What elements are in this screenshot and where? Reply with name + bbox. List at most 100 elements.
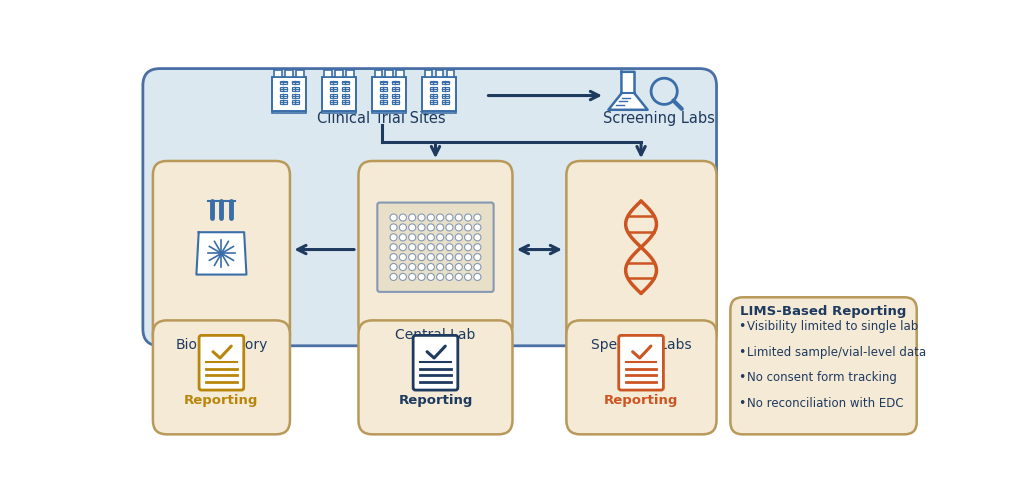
- Circle shape: [437, 274, 444, 281]
- Text: LIMS-
Based
Reporting: LIMS- Based Reporting: [604, 358, 678, 407]
- Circle shape: [427, 264, 435, 271]
- Text: Biorepository: Biorepository: [175, 338, 268, 352]
- Polygon shape: [609, 72, 648, 110]
- Circle shape: [418, 243, 425, 251]
- FancyBboxPatch shape: [322, 77, 356, 111]
- FancyBboxPatch shape: [422, 111, 456, 113]
- Circle shape: [400, 214, 407, 221]
- FancyBboxPatch shape: [330, 100, 337, 104]
- Circle shape: [418, 264, 425, 271]
- FancyBboxPatch shape: [430, 100, 437, 104]
- FancyBboxPatch shape: [297, 70, 304, 77]
- Circle shape: [437, 224, 444, 231]
- Circle shape: [409, 274, 416, 281]
- FancyBboxPatch shape: [422, 77, 456, 111]
- FancyBboxPatch shape: [442, 94, 449, 98]
- Text: Clinical Trial Sites: Clinical Trial Sites: [317, 111, 446, 126]
- Circle shape: [427, 234, 435, 241]
- Circle shape: [437, 264, 444, 271]
- Circle shape: [465, 243, 472, 251]
- FancyBboxPatch shape: [413, 335, 457, 390]
- Circle shape: [455, 264, 462, 271]
- FancyBboxPatch shape: [442, 87, 449, 91]
- Text: No reconciliation with EDC: No reconciliation with EDC: [748, 397, 904, 410]
- FancyBboxPatch shape: [436, 70, 443, 77]
- Circle shape: [418, 234, 425, 241]
- Text: •: •: [739, 397, 746, 410]
- FancyBboxPatch shape: [272, 111, 306, 113]
- FancyBboxPatch shape: [730, 297, 917, 434]
- FancyBboxPatch shape: [566, 161, 717, 350]
- Text: LIMS-
Based
Reporting: LIMS- Based Reporting: [399, 358, 473, 407]
- Text: Screening Labs: Screening Labs: [603, 111, 715, 126]
- FancyBboxPatch shape: [291, 81, 299, 85]
- FancyBboxPatch shape: [430, 81, 437, 85]
- FancyBboxPatch shape: [342, 94, 349, 98]
- FancyBboxPatch shape: [285, 70, 293, 77]
- Circle shape: [409, 254, 416, 261]
- Circle shape: [400, 254, 407, 261]
- Circle shape: [427, 224, 435, 231]
- FancyBboxPatch shape: [280, 100, 286, 104]
- Circle shape: [427, 243, 435, 251]
- Circle shape: [446, 274, 453, 281]
- Text: Central Lab: Central Lab: [396, 328, 476, 342]
- FancyBboxPatch shape: [619, 335, 663, 390]
- FancyBboxPatch shape: [375, 70, 382, 77]
- Circle shape: [427, 254, 435, 261]
- FancyBboxPatch shape: [291, 100, 299, 104]
- FancyBboxPatch shape: [380, 87, 387, 91]
- Circle shape: [409, 264, 416, 271]
- Text: •: •: [739, 346, 746, 359]
- Circle shape: [400, 243, 407, 251]
- Circle shape: [474, 234, 481, 241]
- FancyBboxPatch shape: [346, 70, 354, 77]
- FancyBboxPatch shape: [274, 70, 282, 77]
- Circle shape: [390, 243, 398, 251]
- FancyBboxPatch shape: [342, 81, 349, 85]
- FancyBboxPatch shape: [336, 70, 343, 77]
- FancyBboxPatch shape: [291, 87, 299, 91]
- Circle shape: [390, 264, 398, 271]
- FancyBboxPatch shape: [397, 70, 404, 77]
- FancyBboxPatch shape: [430, 94, 437, 98]
- Circle shape: [418, 254, 425, 261]
- Text: Specialty Labs: Specialty Labs: [591, 338, 691, 352]
- FancyBboxPatch shape: [330, 94, 337, 98]
- FancyBboxPatch shape: [199, 335, 244, 390]
- Text: LIMS-
Based
Reporting: LIMS- Based Reporting: [184, 358, 259, 407]
- FancyBboxPatch shape: [330, 87, 337, 91]
- FancyBboxPatch shape: [391, 87, 399, 91]
- Circle shape: [446, 254, 453, 261]
- FancyBboxPatch shape: [152, 161, 289, 350]
- FancyBboxPatch shape: [380, 94, 387, 98]
- Circle shape: [437, 234, 444, 241]
- Text: •: •: [739, 371, 746, 384]
- FancyBboxPatch shape: [391, 81, 399, 85]
- FancyBboxPatch shape: [380, 81, 387, 85]
- Circle shape: [409, 234, 416, 241]
- Circle shape: [437, 214, 444, 221]
- FancyBboxPatch shape: [385, 70, 393, 77]
- Circle shape: [390, 254, 398, 261]
- Text: No consent form tracking: No consent form tracking: [748, 371, 897, 384]
- FancyBboxPatch shape: [143, 69, 717, 346]
- Circle shape: [427, 214, 435, 221]
- FancyBboxPatch shape: [447, 70, 454, 77]
- Circle shape: [474, 254, 481, 261]
- FancyBboxPatch shape: [280, 87, 286, 91]
- Circle shape: [465, 214, 472, 221]
- Circle shape: [446, 214, 453, 221]
- Circle shape: [427, 274, 435, 281]
- Circle shape: [437, 243, 444, 251]
- FancyBboxPatch shape: [377, 202, 493, 292]
- FancyBboxPatch shape: [372, 77, 406, 111]
- Circle shape: [390, 274, 398, 281]
- Circle shape: [418, 214, 425, 221]
- Circle shape: [400, 224, 407, 231]
- Text: LIMS-Based Reporting: LIMS-Based Reporting: [741, 305, 906, 318]
- FancyBboxPatch shape: [380, 100, 387, 104]
- Circle shape: [437, 254, 444, 261]
- FancyBboxPatch shape: [280, 94, 286, 98]
- FancyBboxPatch shape: [280, 81, 286, 85]
